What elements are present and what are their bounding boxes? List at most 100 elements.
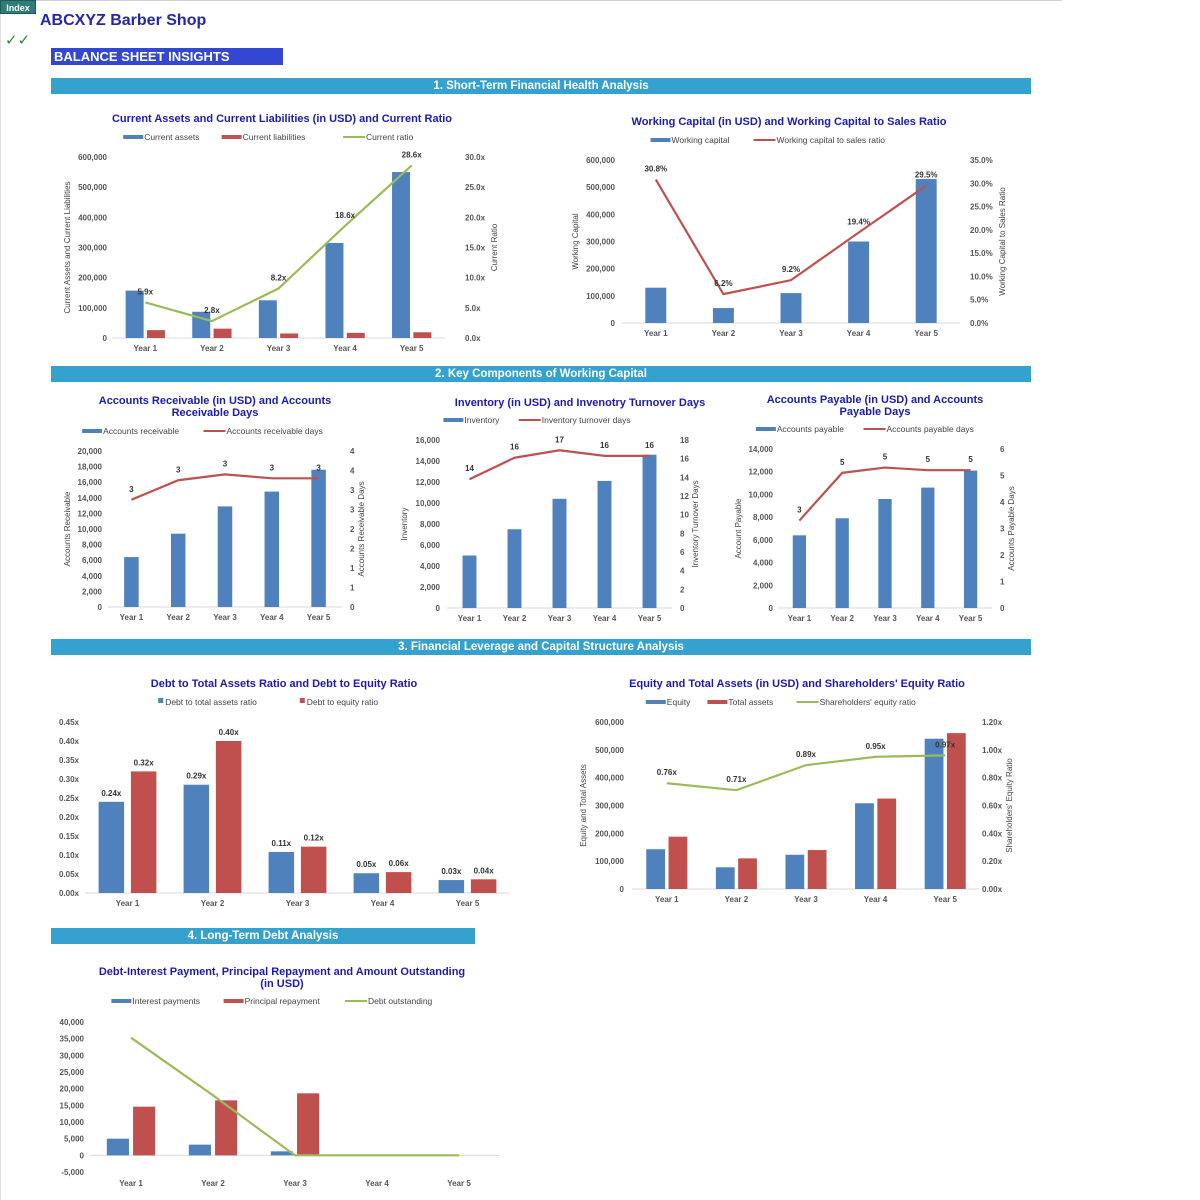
legend-item: Inventory (443, 415, 500, 425)
legend-label: Inventory turnover days (542, 415, 631, 425)
y-axis-tick-label: -5,000 (61, 1168, 84, 1177)
x-axis-tick-label: Year 2 (503, 614, 527, 623)
bar-data-label: 0.03x (441, 867, 462, 876)
y-axis-tick-label: 25,000 (60, 1068, 85, 1077)
bar (807, 850, 827, 889)
secondary-y-axis-tick-label: 0.60x (982, 802, 1003, 811)
y-axis-tick-label: 40,000 (60, 1018, 85, 1027)
y-axis-tick-label: 100,000 (78, 304, 107, 313)
bar (146, 330, 165, 338)
legend-item: Total assets (707, 697, 773, 707)
secondary-y-axis-tick-label: 14 (680, 473, 689, 482)
line-data-label: 2.8x (204, 306, 220, 315)
chart-legend: Current assets Current liabilities Current… (123, 132, 414, 142)
chart-title: (in USD) (260, 978, 304, 990)
x-axis-tick-label: Year 2 (201, 899, 225, 908)
x-axis-tick-label: Year 2 (200, 344, 224, 353)
secondary-y-axis-tick-label: 1.00x (982, 746, 1003, 755)
series-line (654, 179, 927, 296)
bar-data-label: 0.11x (272, 839, 292, 848)
line-data-label: 0.97x (935, 740, 956, 749)
bar (124, 557, 139, 607)
x-axis-tick-label: Year 4 (365, 1179, 389, 1188)
y-axis-tick-label: 6,000 (753, 536, 774, 545)
y-axis-title: Equity and Total Assets (579, 764, 588, 847)
x-axis-tick-label: Year 4 (593, 614, 617, 623)
y-axis-tick-label: 300,000 (586, 238, 615, 247)
index-button[interactable]: Index (0, 0, 36, 14)
x-axis-tick-label: Year 4 (260, 613, 284, 622)
y-axis-tick-label: 8,000 (420, 520, 441, 529)
series-line (130, 1036, 459, 1157)
legend-label: Shareholders' equity ratio (820, 697, 916, 707)
secondary-y-axis-tick-label: 10 (680, 511, 689, 520)
series-line (798, 466, 971, 522)
bar (642, 454, 657, 608)
bar (645, 287, 667, 323)
secondary-y-axis-tick-label: 3 (350, 506, 355, 515)
series-line (145, 164, 413, 323)
x-axis-tick-label: Year 5 (959, 614, 983, 623)
secondary-y-axis-tick-label: 10.0x (465, 274, 486, 283)
y-axis-tick-label: 35,000 (60, 1035, 85, 1044)
x-axis-tick-label: Year 3 (779, 329, 803, 338)
x-axis-tick-label: Year 2 (201, 1179, 225, 1188)
x-axis-tick-label: Year 3 (267, 344, 291, 353)
sheet-left-border (0, 0, 1, 1200)
y-axis-tick-label: 10,000 (416, 499, 441, 508)
y-axis-tick-label: 20,000 (60, 1085, 85, 1094)
legend-item: Working capital (650, 135, 730, 145)
line-data-label: 5 (883, 453, 888, 462)
chart-legend: Inventory Inventory turnover days (443, 415, 631, 425)
x-axis-tick-label: Year 1 (458, 614, 482, 623)
chart-ap: Accounts Payable (in USD) and AccountsPa… (734, 394, 1016, 623)
bar (413, 332, 432, 338)
line-data-label: 5.9x (138, 287, 154, 296)
bar (470, 879, 497, 893)
bar (258, 300, 277, 338)
secondary-y-axis-title: Working Capital to Sales Ratio (998, 187, 1007, 296)
y-axis-tick-label: 8,000 (82, 541, 103, 550)
y-axis-tick-label: 600,000 (78, 153, 107, 162)
legend-label: Current assets (144, 132, 199, 142)
x-axis-tick-label: Year 3 (794, 895, 818, 904)
y-axis-title: Accounts Receivable (63, 491, 72, 566)
secondary-y-axis-tick-label: 4 (1000, 498, 1005, 507)
bar (98, 801, 125, 893)
secondary-y-axis-tick-label: 3 (350, 486, 355, 495)
y-axis-tick-label: 0 (98, 603, 103, 612)
secondary-y-axis-tick-label: 1 (1000, 578, 1005, 587)
legend-label: Accounts receivable days (227, 426, 323, 436)
legend-item: Current liabilities (221, 132, 306, 142)
legend-label: Total assets (728, 697, 773, 707)
bar (462, 555, 477, 608)
chart-title: Debt-Interest Payment, Principal Repayme… (99, 966, 465, 978)
legend-item: Accounts receivable (82, 426, 179, 436)
y-axis-tick-label: 0.45x (59, 718, 80, 727)
y-axis-tick-label: 300,000 (595, 802, 624, 811)
secondary-y-axis-tick-label: 16 (680, 455, 689, 464)
bar (188, 1144, 211, 1156)
y-axis-tick-label: 0.10x (59, 851, 80, 860)
bar-data-label: 0.32x (134, 758, 155, 767)
legend-swatch (707, 700, 728, 704)
series-line (130, 473, 319, 501)
legend-swatch (111, 999, 132, 1003)
y-axis-tick-label: 0.30x (59, 775, 80, 784)
bar (183, 784, 210, 893)
legend-label: Current liabilities (243, 132, 306, 142)
bar-data-label: 0.06x (389, 859, 410, 868)
bar (438, 880, 465, 893)
secondary-y-axis-tick-label: 2 (1000, 551, 1005, 560)
series-line (666, 754, 946, 792)
secondary-y-axis-tick-label: 2 (680, 585, 685, 594)
shop-title: ABCXYZ Barber Shop (40, 12, 207, 29)
y-axis-tick-label: 200,000 (595, 829, 624, 838)
legend-label: Current ratio (366, 132, 414, 142)
y-axis-tick-label: 12,000 (416, 478, 441, 487)
y-axis-tick-label: 100,000 (586, 292, 615, 301)
bar-data-label: 0.40x (219, 728, 240, 737)
bar (300, 846, 327, 893)
x-axis-tick-label: Year 4 (847, 329, 871, 338)
legend-swatch (443, 418, 464, 422)
